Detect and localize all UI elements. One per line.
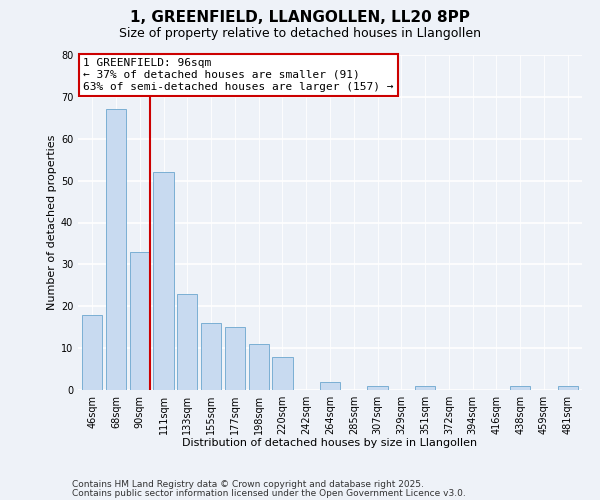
Bar [510,386,530,390]
Bar [415,386,435,390]
Text: Contains HM Land Registry data © Crown copyright and database right 2025.: Contains HM Land Registry data © Crown c… [72,480,424,489]
Text: 1 GREENFIELD: 96sqm
← 37% of detached houses are smaller (91)
63% of semi-detach: 1 GREENFIELD: 96sqm ← 37% of detached ho… [83,58,394,92]
Bar [367,386,388,390]
Bar [272,356,293,390]
Bar [82,314,103,390]
Bar [225,327,245,390]
X-axis label: Distribution of detached houses by size in Llangollen: Distribution of detached houses by size … [182,438,478,448]
Bar [320,382,340,390]
Bar [557,386,578,390]
Bar [154,172,173,390]
Text: Contains public sector information licensed under the Open Government Licence v3: Contains public sector information licen… [72,488,466,498]
Bar [106,110,126,390]
Y-axis label: Number of detached properties: Number of detached properties [47,135,56,310]
Bar [248,344,269,390]
Bar [130,252,150,390]
Text: 1, GREENFIELD, LLANGOLLEN, LL20 8PP: 1, GREENFIELD, LLANGOLLEN, LL20 8PP [130,10,470,25]
Text: Size of property relative to detached houses in Llangollen: Size of property relative to detached ho… [119,28,481,40]
Bar [177,294,197,390]
Bar [201,323,221,390]
